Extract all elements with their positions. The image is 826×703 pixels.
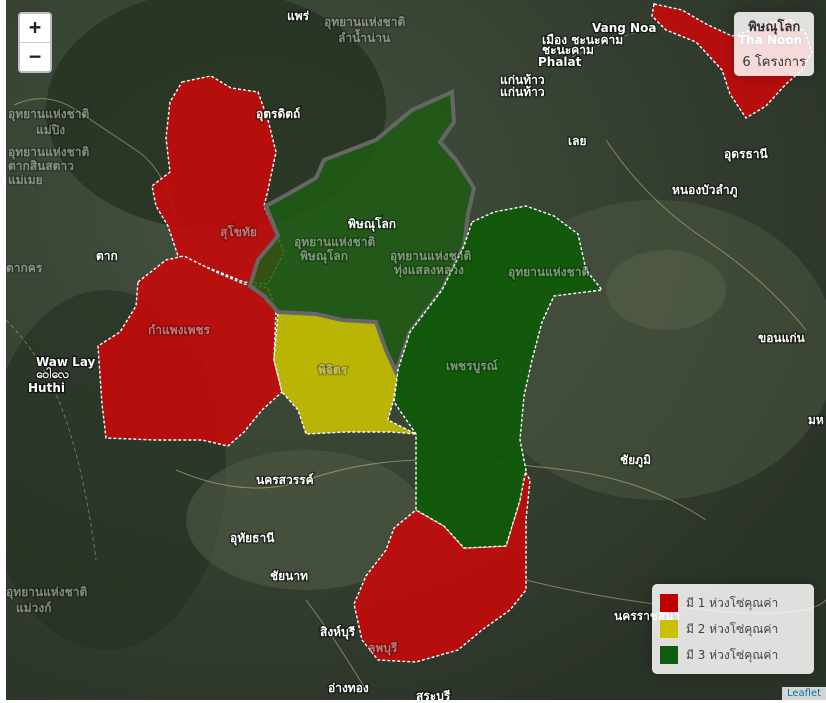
label-phitsanulok: พิษณุโลก [348,216,396,232]
border-line [565,29,647,61]
label-edge-east: มห [808,413,824,427]
province-kamphaeng-phet[interactable] [97,255,283,447]
label-park-west-2: ตากสินสตาว [8,159,74,173]
label-mueang-xay-2: ชะนะคาม [542,43,594,57]
label-singburi: สิงห์บุรี [320,625,356,640]
legend: มี 1 ห่วงโซ่คุณค่า มี 2 ห่วงโซ่คุณค่า มี… [652,584,814,674]
road-line [305,599,367,691]
legend-swatch-green [660,646,678,664]
label-uthai: อุทัยธานี [230,531,275,546]
label-park-mae-ping-2: แม่ปิง [36,123,65,137]
label-phetchabun: เพชรบูรณ์ [446,359,498,374]
label-park-thung-salaeng: อุทยานแห่งชาติ [390,249,471,264]
label-kaen-thao: แก่นท้าว [500,73,545,87]
label-lopburi: ลพบุรี [368,641,398,656]
legend-label: มี 1 ห่วงโซ่คุณค่า [686,595,779,610]
label-waw-lay: Waw Lay [36,355,96,369]
label-park-thung-salaeng-2: ทุ่งแสลงหลวง [394,263,464,278]
label-chainat: ชัยนาท [270,569,308,583]
info-panel: พิษณุโลก 6 โครงการ [734,12,814,76]
zoom-out-button[interactable]: − [20,42,50,71]
label-nongbua: หนองบัวลำภู [672,183,738,198]
zoom-in-button[interactable]: + [28,15,42,39]
province-phetchabun[interactable] [393,205,604,549]
label-park-north-2: ลำน้ำน่าน [338,28,391,45]
road-line [605,139,807,331]
legend-label: มี 2 ห่วงโซ่คุณค่า [686,621,779,636]
label-loei: เลย [568,134,587,148]
label-tak-west: ตากคร [6,261,43,275]
label-park-southwest-2: แม่วงก์ [16,601,52,615]
label-park-mae-ping: อุทยานแห่งชาติ [8,107,89,122]
label-vang-noa: Vang Noa [592,21,656,35]
label-park-west-3: แม่เมย [8,173,43,187]
label-phalat: Phalat [538,55,582,69]
legend-swatch-yellow [660,620,678,638]
terrain-field [606,250,726,330]
map-container[interactable]: แพร่ อุทยานแห่งชาติ ลำน้ำน่าน Vang Noa เ… [6,0,826,700]
label-saraburi: สระบุรี [416,689,451,700]
label-kaen-thao-2: แก่นท้าว [500,85,545,99]
label-huthi: Huthi [28,381,65,395]
border-line [6,319,97,561]
label-phichit: พิจิตร [318,363,348,377]
label-sukhothai: สุโขทัย [220,224,257,240]
legend-item: มี 1 ห่วงโซ่คุณค่า [660,590,806,616]
label-mueang-xay: เมือง ชะนะคาม [542,33,623,47]
label-nakhon-sawan: นครสวรรค์ [256,473,314,487]
label-uttaradit: อุตรดิตถ์ [256,107,300,122]
label-udon: อุดรธานี [724,147,769,162]
label-park-phitsanulok: อุทยานแห่งชาติ [294,235,375,250]
terrain-plain-central [186,450,426,590]
attribution-link[interactable]: Leaflet [781,687,826,700]
legend-label: มี 3 ห่วงโซ่คุณค่า [686,647,779,662]
info-title: พิษณุโลก [748,20,801,35]
label-tak: ตาก [96,249,118,263]
label-chaiyaphum: ชัยภูมิ [620,453,651,468]
label-park-phetchabun: อุทยานแห่งชาติ [508,265,589,280]
province-phitsanulok[interactable] [247,88,477,378]
legend-item: มี 2 ห่วงโซ่คุณค่า [660,616,806,642]
label-phrae: แพร่ [287,9,310,23]
map-canvas[interactable]: แพร่ อุทยานแห่งชาติ ลำน้ำน่าน Vang Noa เ… [6,0,826,700]
label-park-southwest: อุทยานแห่งชาติ [6,585,87,600]
label-park-north: อุทยานแห่งชาติ [324,15,405,30]
zoom-control: + − [18,12,52,73]
legend-item: มี 3 ห่วงโซ่คุณค่า [660,642,806,668]
label-park-west: อุทยานแห่งชาติ [8,145,89,160]
legend-swatch-red [660,594,678,612]
label-park-phitsanulok-2: พิษณุโลก [300,248,348,264]
info-count: 6 โครงการ [742,55,806,70]
label-kamphaeng-phet: กำแพงเพชร [148,323,211,337]
label-khonkaen: ขอนแก่น [758,331,806,345]
label-waw-lay-2: ဝေါလေ [35,365,69,381]
label-angthong: อ่างทอง [328,681,369,695]
